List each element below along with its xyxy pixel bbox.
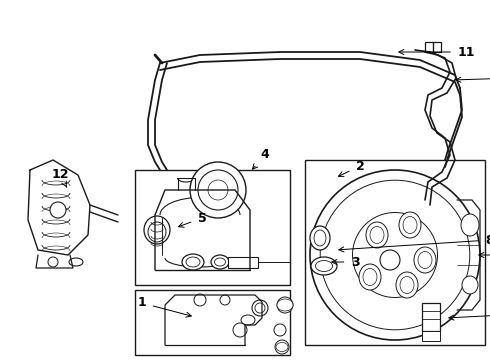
Ellipse shape (276, 342, 288, 351)
Text: 11: 11 (399, 45, 475, 58)
Ellipse shape (311, 257, 337, 275)
Ellipse shape (403, 216, 417, 234)
Ellipse shape (241, 315, 255, 325)
Ellipse shape (148, 222, 166, 242)
Ellipse shape (211, 255, 229, 269)
Text: 1: 1 (138, 297, 191, 317)
Text: 3: 3 (332, 256, 359, 269)
Ellipse shape (400, 276, 414, 293)
Circle shape (190, 162, 246, 218)
Circle shape (198, 170, 238, 210)
Circle shape (255, 303, 265, 313)
Circle shape (50, 202, 66, 218)
Circle shape (233, 323, 247, 337)
Circle shape (320, 180, 470, 330)
Ellipse shape (215, 258, 225, 266)
Ellipse shape (418, 252, 432, 269)
Text: 2: 2 (339, 159, 365, 176)
Ellipse shape (310, 226, 330, 250)
Ellipse shape (399, 212, 421, 238)
Bar (422, 331, 440, 341)
Circle shape (275, 340, 289, 354)
Text: 12: 12 (51, 167, 69, 187)
Text: 7: 7 (479, 248, 490, 261)
Ellipse shape (182, 254, 204, 270)
Ellipse shape (396, 272, 418, 298)
Bar (228, 257, 258, 268)
Text: 4: 4 (252, 148, 270, 169)
Ellipse shape (366, 222, 388, 248)
Circle shape (252, 300, 268, 316)
Text: 9: 9 (449, 291, 490, 320)
Circle shape (48, 257, 58, 267)
Ellipse shape (144, 216, 170, 244)
Text: 10: 10 (456, 62, 490, 82)
Ellipse shape (277, 299, 293, 311)
Text: 6: 6 (0, 359, 1, 360)
Circle shape (277, 297, 293, 313)
Bar (135, 170, 290, 285)
Bar (422, 303, 440, 331)
Bar (425, 42, 441, 52)
Ellipse shape (370, 226, 384, 243)
Text: 8: 8 (339, 234, 490, 252)
Circle shape (208, 180, 228, 200)
Ellipse shape (316, 261, 333, 271)
Bar (135, 290, 290, 355)
Circle shape (274, 324, 286, 336)
Bar (305, 160, 485, 345)
Circle shape (352, 212, 438, 297)
Ellipse shape (363, 269, 377, 285)
Ellipse shape (462, 276, 478, 294)
Circle shape (220, 295, 230, 305)
Ellipse shape (314, 230, 326, 246)
Ellipse shape (359, 264, 381, 290)
Circle shape (380, 250, 400, 270)
Circle shape (194, 294, 206, 306)
Ellipse shape (186, 257, 200, 267)
Ellipse shape (414, 247, 436, 273)
Circle shape (310, 170, 480, 340)
Ellipse shape (461, 214, 479, 236)
Text: 5: 5 (179, 211, 206, 227)
